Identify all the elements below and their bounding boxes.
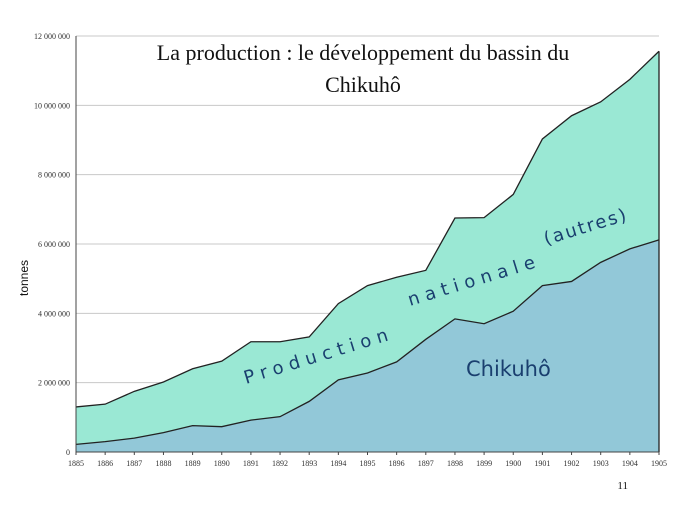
- x-tick-label: 1893: [301, 459, 317, 468]
- area-total: [76, 51, 659, 445]
- x-tick-label: 1891: [243, 459, 259, 468]
- chart-areas: [76, 51, 659, 452]
- y-axis-label: tonnes: [17, 260, 31, 296]
- x-tick-label: 1904: [622, 459, 638, 468]
- x-tick-label: 1901: [534, 459, 550, 468]
- y-tick-label: 2 000 000: [38, 379, 70, 388]
- x-tick-label: 1889: [185, 459, 201, 468]
- annotation-chikuho: Chikuhô: [466, 357, 551, 381]
- x-tick-label: 1894: [330, 459, 346, 468]
- x-tick-label: 1899: [476, 459, 492, 468]
- x-tick-label: 1886: [97, 459, 113, 468]
- series-line-chikuho: [75, 239, 660, 446]
- x-tick-label: 1902: [564, 459, 580, 468]
- x-tick-label: 1900: [505, 459, 521, 468]
- x-tick-label: 1905: [651, 459, 667, 468]
- chart-title-line1: La production : le développement du bass…: [157, 40, 569, 65]
- y-tick-labels: 0 2 000 000 4 000 000 6 000 000 8 000 000 10 …: [34, 32, 70, 457]
- x-tick-label: 1888: [155, 459, 171, 468]
- x-tick-label: 1890: [214, 459, 230, 468]
- y-tick-label: 4 000 000: [38, 309, 70, 318]
- chart-title-line2: Chikuhô: [325, 72, 401, 97]
- area-chikuho: [76, 239, 659, 452]
- x-tick-label: 1896: [389, 459, 405, 468]
- y-tick-label: 10 000 000: [34, 101, 70, 110]
- x-tick-labels: 1885 1886 1887 1888 1889 1890 1891 1892 1893 1894…: [68, 452, 667, 468]
- x-tick-label: 1892: [272, 459, 288, 468]
- x-tick-label: 1903: [593, 459, 609, 468]
- y-tick-label: 8 000 000: [38, 171, 70, 180]
- x-tick-label: 1885: [68, 459, 84, 468]
- y-tick-label: 6 000 000: [38, 240, 70, 249]
- x-tick-label: 1897: [418, 459, 434, 468]
- y-tick-label: 12 000 000: [34, 32, 70, 41]
- x-tick-label: 1898: [447, 459, 463, 468]
- y-tick-label: 0: [66, 448, 70, 457]
- x-tick-label: 1895: [360, 459, 376, 468]
- page-number: 11: [617, 480, 628, 492]
- series-line-total: [75, 50, 660, 408]
- x-tick-label: 1887: [126, 459, 142, 468]
